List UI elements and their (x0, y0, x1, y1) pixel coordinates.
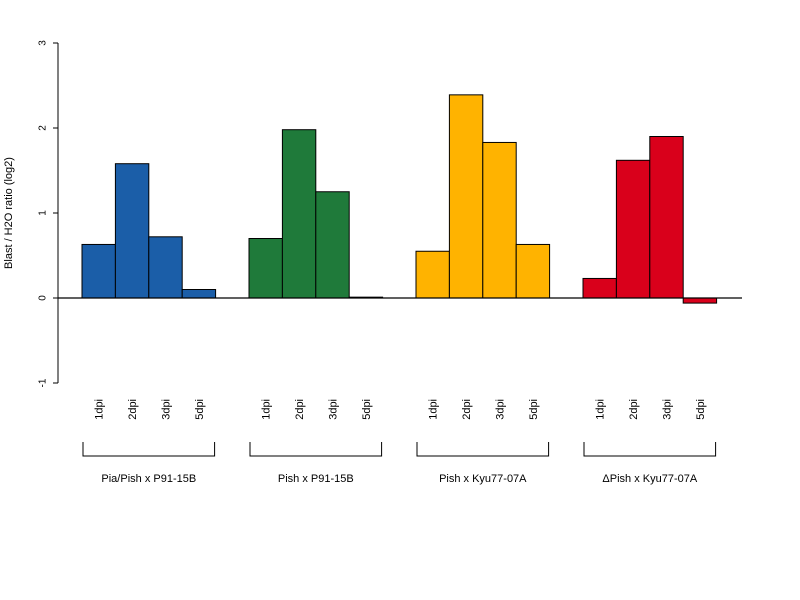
y-tick-label: 2 (38, 125, 49, 131)
group-bracket (583, 442, 717, 457)
y-tick-label: 0 (38, 295, 49, 301)
group-bracket (82, 442, 216, 457)
y-axis: -1 0 1 2 3 (38, 40, 59, 387)
bar (248, 238, 283, 299)
group-label: Pish x P91-15B (278, 473, 354, 485)
y-tick-label: -1 (38, 378, 49, 387)
category-label: 1dpi (428, 399, 440, 420)
group-brackets: Pia/Pish x P91-15B Pish x P91-15B Pish x K… (82, 442, 717, 485)
bar (448, 94, 484, 299)
bar (281, 129, 317, 299)
category-label: 5dpi (528, 399, 540, 420)
category-labels: 1dpi 2dpi 3dpi 5dpi 1dpi 2dpi 3dpi 5dpi 1dpi 2dpi… (94, 399, 707, 420)
category-label: 5dpi (361, 399, 373, 420)
category-label: 1dpi (261, 399, 273, 420)
bar (582, 277, 617, 299)
y-axis-title: Blast / H2O ratio (log2) (3, 157, 15, 269)
category-label: 3dpi (662, 399, 674, 420)
category-label: 5dpi (695, 399, 707, 420)
category-label: 3dpi (328, 399, 340, 420)
category-label: 3dpi (161, 399, 173, 420)
bar (615, 159, 651, 299)
category-label: 3dpi (495, 399, 507, 420)
y-tick-label: 3 (38, 40, 49, 46)
bar (181, 289, 217, 299)
category-label: 2dpi (628, 399, 640, 420)
bar (148, 236, 183, 299)
bar (315, 191, 350, 299)
category-label: 2dpi (461, 399, 473, 420)
group-label: ΔPish x Kyu77-07A (602, 473, 697, 485)
bar (649, 136, 684, 299)
bars (58, 94, 742, 304)
category-label: 2dpi (294, 399, 306, 420)
group-bracket (249, 442, 383, 457)
category-label: 1dpi (595, 399, 607, 420)
bar (114, 163, 150, 299)
group-label: Pish x Kyu77-07A (439, 473, 527, 485)
group-bracket (416, 442, 550, 457)
category-label: 5dpi (194, 399, 206, 420)
bar (415, 250, 450, 299)
bar (682, 297, 718, 304)
category-label: 1dpi (94, 399, 106, 420)
y-tick-label: 1 (38, 210, 49, 216)
group-label: Pia/Pish x P91-15B (101, 473, 196, 485)
bar (515, 243, 551, 299)
bar (482, 141, 517, 299)
category-label: 2dpi (127, 399, 139, 420)
bar (81, 243, 116, 299)
